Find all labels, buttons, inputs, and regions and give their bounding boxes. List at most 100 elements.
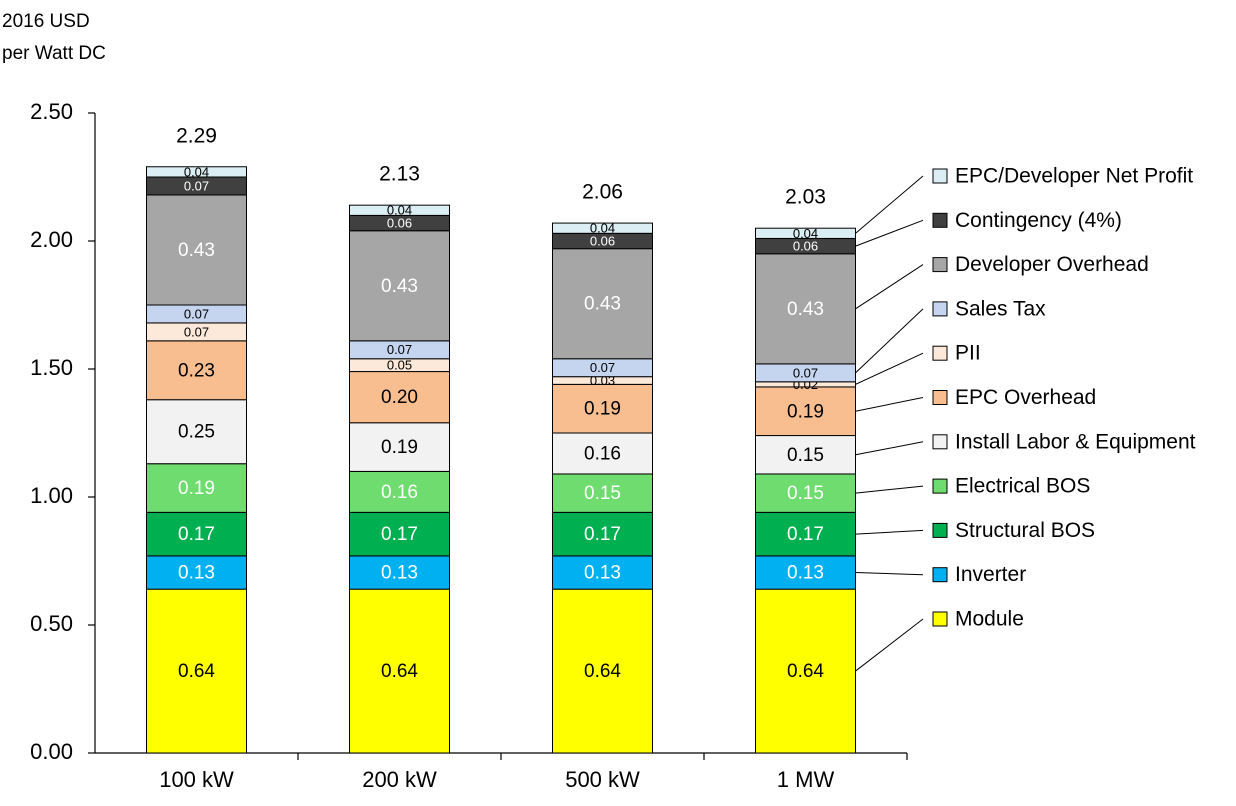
bar-segment [552, 511, 653, 557]
legend-label: Sales Tax [955, 297, 1046, 320]
leader-line [855, 352, 924, 385]
y-tick-label: 0.00 [30, 739, 73, 764]
legend-swatch [932, 345, 948, 361]
data-label: 0.04 [793, 226, 818, 241]
legend-swatch [932, 434, 948, 450]
data-label: 0.05 [387, 358, 412, 373]
data-label: 0.17 [787, 524, 824, 545]
legend-swatch [932, 522, 948, 538]
y-tick-label: 2.00 [30, 227, 73, 252]
data-label: 0.07 [184, 306, 209, 321]
data-label: 0.15 [584, 483, 621, 504]
total-label: 2.13 [379, 163, 420, 186]
y-tick-label: 1.00 [30, 483, 73, 508]
data-label: 0.06 [793, 239, 818, 254]
data-label: 0.07 [387, 342, 412, 357]
y-tick-label: 0.50 [30, 611, 73, 636]
x-tick-label: 100 kW [159, 767, 234, 792]
data-label: 0.17 [584, 524, 621, 545]
data-label: 0.43 [584, 294, 621, 315]
data-label: 0.17 [178, 524, 215, 545]
bar-segment [755, 253, 856, 365]
y-axis-label: per Watt DC [2, 43, 106, 64]
total-label: 2.29 [176, 124, 217, 147]
legend-label: Structural BOS [955, 519, 1095, 542]
data-label: 0.64 [584, 661, 621, 682]
legend-swatch [932, 301, 948, 317]
data-label: 0.23 [178, 360, 215, 381]
data-label: 0.19 [381, 437, 418, 458]
data-label: 0.64 [178, 661, 215, 682]
y-tick-label: 1.50 [30, 355, 73, 380]
leader-line [855, 175, 924, 234]
data-label: 0.13 [787, 563, 824, 584]
data-label: 0.43 [178, 240, 215, 261]
data-label: 0.07 [793, 365, 818, 380]
legend-label: EPC Overhead [955, 386, 1096, 409]
leader-line [855, 485, 924, 494]
bar-segment [552, 222, 653, 234]
data-label: 0.17 [381, 524, 418, 545]
leader-line [855, 618, 924, 672]
data-label: 0.43 [381, 276, 418, 297]
x-tick-label: 500 kW [565, 767, 640, 792]
data-label: 0.13 [584, 563, 621, 584]
data-label: 0.04 [184, 164, 209, 179]
data-label: 0.19 [787, 401, 824, 422]
data-label: 0.20 [381, 387, 418, 408]
data-label: 0.16 [584, 443, 621, 464]
leader-line [855, 397, 924, 412]
legend-label: PII [955, 342, 981, 365]
leader-line [855, 219, 924, 247]
data-label: 0.43 [787, 299, 824, 320]
bar-segment [755, 588, 856, 754]
legend-swatch [932, 478, 948, 494]
data-label: 0.04 [387, 203, 412, 218]
data-label: 0.04 [590, 221, 615, 236]
data-label: 0.15 [787, 445, 824, 466]
leader-line [855, 572, 924, 576]
y-tick-label: 2.50 [30, 99, 73, 124]
leader-line [855, 441, 924, 456]
legend-label: Inverter [955, 563, 1026, 586]
bar-segment [755, 473, 856, 513]
bar-segment [349, 555, 450, 590]
legend-swatch [932, 168, 948, 184]
data-label: 0.25 [178, 422, 215, 443]
bar-segment [146, 194, 247, 306]
leader-line [855, 264, 924, 310]
bar-segment [349, 371, 450, 424]
x-tick-label: 1 MW [777, 767, 835, 792]
data-label: 0.13 [178, 563, 215, 584]
bar-segment [146, 399, 247, 465]
bar-segment [146, 588, 247, 754]
legend-label: Module [955, 608, 1024, 631]
legend-label: Developer Overhead [955, 253, 1149, 276]
legend-swatch [932, 257, 948, 273]
data-label: 0.07 [590, 360, 615, 375]
data-label: 0.16 [381, 482, 418, 503]
bar-segment [349, 230, 450, 342]
legend-swatch [932, 567, 948, 583]
data-label: 0.19 [584, 399, 621, 420]
total-label: 2.03 [785, 186, 826, 209]
legend-label: Install Labor & Equipment [955, 430, 1196, 453]
bar-segment [146, 166, 247, 178]
legend-label: Electrical BOS [955, 475, 1090, 498]
total-label: 2.06 [582, 181, 623, 204]
bar-segment [349, 511, 450, 557]
data-label: 0.07 [184, 324, 209, 339]
bar-segment [349, 422, 450, 472]
x-tick-label: 200 kW [362, 767, 437, 792]
data-label: 0.06 [387, 216, 412, 231]
leader-line [855, 529, 924, 535]
bar-segment [146, 340, 247, 401]
data-label: 0.13 [381, 563, 418, 584]
bar-segment [552, 588, 653, 754]
bar-segment [349, 204, 450, 216]
legend-swatch [932, 611, 948, 627]
legend-swatch [932, 390, 948, 405]
data-label: 0.19 [178, 478, 215, 499]
leader-line [855, 308, 924, 374]
